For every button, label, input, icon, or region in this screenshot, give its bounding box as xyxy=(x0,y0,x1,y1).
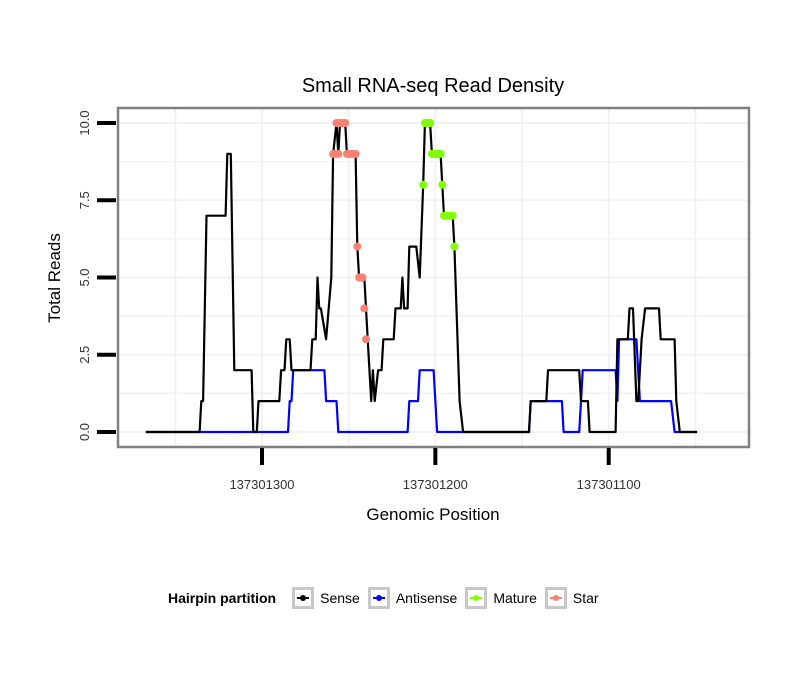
data-point-star xyxy=(358,273,367,282)
legend: Hairpin partition Sense Antisense Mature… xyxy=(168,584,607,612)
legend-key-antisense xyxy=(367,587,390,609)
legend-key-mature xyxy=(465,587,488,609)
legend-label-antisense: Antisense xyxy=(395,590,458,606)
legend-label-star: Star xyxy=(572,590,599,606)
legend-label-mature: Mature xyxy=(493,590,537,606)
y-tick-label: 7.5 xyxy=(77,191,92,209)
x-tick-label: 137301100 xyxy=(577,477,641,492)
y-axis-label: Total Reads xyxy=(45,233,64,323)
chart-title: Small RNA-seq Read Density xyxy=(302,75,564,97)
legend-key-sense xyxy=(292,587,315,609)
y-axis: 0.0 2.5 5.0 7.5 10.0 xyxy=(77,110,116,441)
x-axis-label: Genomic Position xyxy=(366,505,499,524)
data-point-mature xyxy=(448,211,457,220)
data-point-star xyxy=(353,242,362,251)
y-tick-label: 2.5 xyxy=(77,346,92,364)
data-point-mature xyxy=(438,180,447,189)
x-tick-label: 137301200 xyxy=(403,477,468,492)
y-tick-label: 0.0 xyxy=(77,423,92,441)
legend-key-star xyxy=(544,587,567,609)
legend-title: Hairpin partition xyxy=(168,590,277,606)
data-point-mature xyxy=(450,242,459,251)
data-point-star xyxy=(360,304,369,313)
data-point-mature xyxy=(436,149,445,158)
x-tick-label: 137301300 xyxy=(229,477,294,492)
y-tick-label: 5.0 xyxy=(77,268,92,286)
data-point-mature xyxy=(426,119,435,127)
data-point-star xyxy=(362,335,370,344)
legend-label-sense: Sense xyxy=(320,590,360,606)
data-point-star xyxy=(341,119,350,127)
series-layer xyxy=(145,119,698,434)
plot-panel-border xyxy=(116,106,751,449)
y-tick-label: 10.0 xyxy=(77,110,92,135)
data-point-star xyxy=(334,149,343,158)
data-point-star xyxy=(351,149,360,158)
x-axis: 137301300 137301200 137301100 xyxy=(229,448,641,492)
data-point-mature xyxy=(419,180,428,189)
series-line-sense xyxy=(145,121,698,434)
